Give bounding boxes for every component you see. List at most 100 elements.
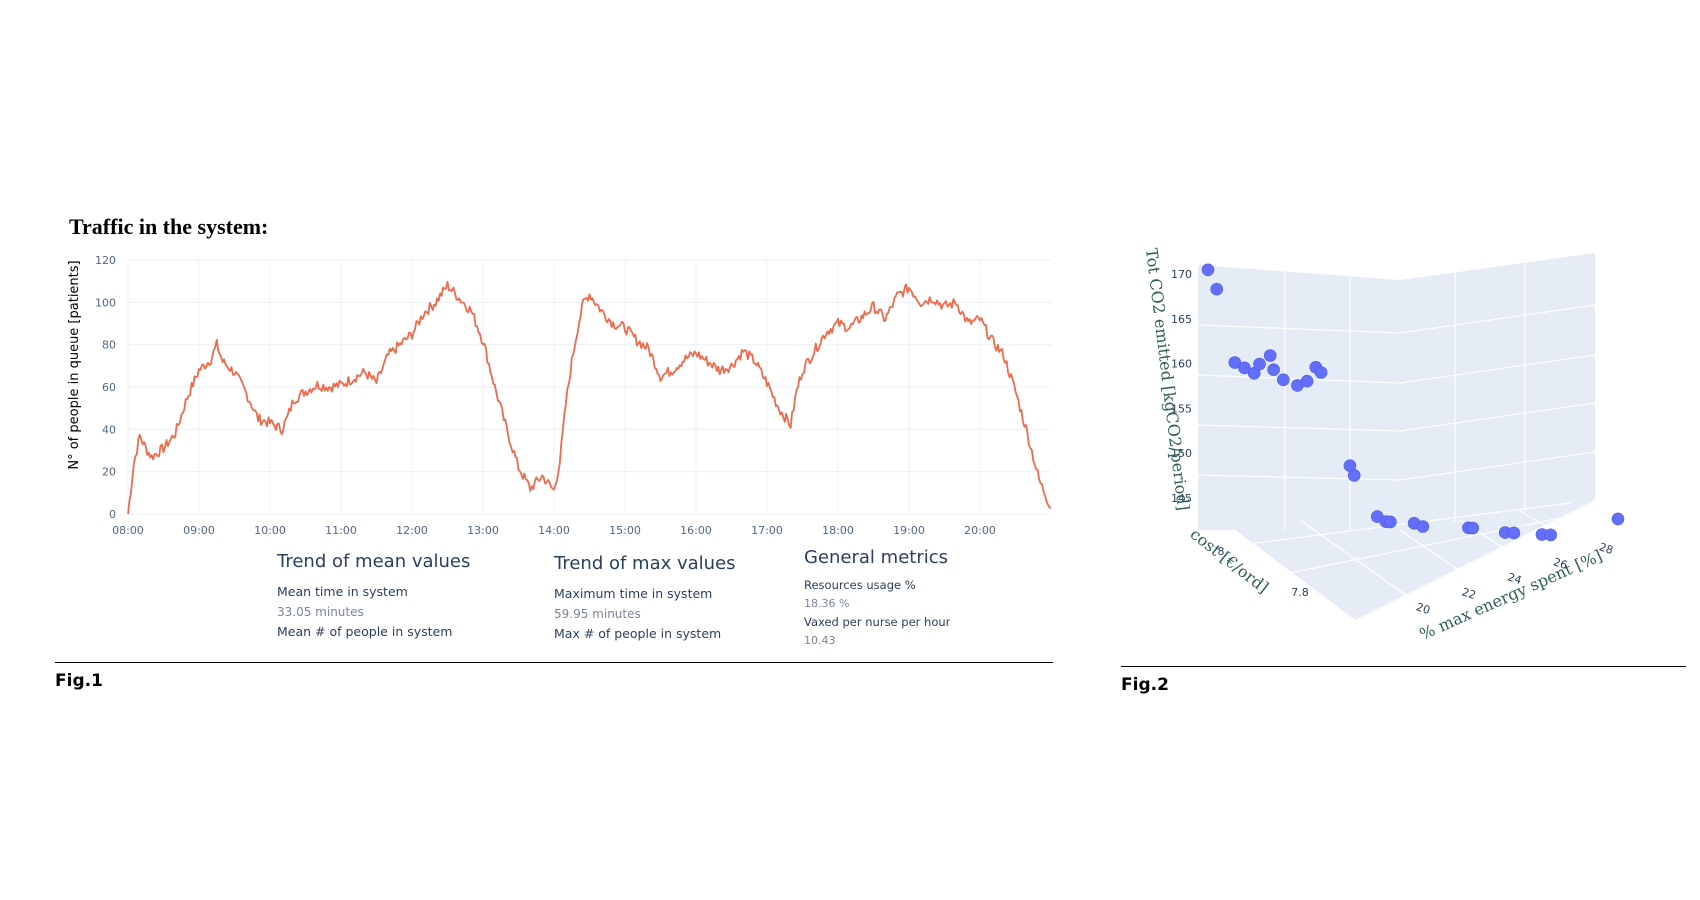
y-tick-label: 28 xyxy=(1597,540,1614,557)
metric-value: 10.43 xyxy=(804,634,836,647)
x-tick-label: 12:00 xyxy=(396,524,428,537)
scatter-point xyxy=(1238,361,1251,375)
x-tick-label: 7.8 xyxy=(1291,586,1309,599)
figure-caption: Fig.2 xyxy=(1121,675,1169,695)
z-tick-label: 170 xyxy=(1171,268,1192,281)
scatter-point xyxy=(1253,357,1266,371)
scatter-point xyxy=(1347,469,1361,482)
metric-value: 59.95 minutes xyxy=(554,607,641,621)
grid-line xyxy=(1239,502,1571,546)
z-tick-label: 160 xyxy=(1171,358,1192,371)
scatter-point xyxy=(1384,515,1397,529)
scatter-point xyxy=(1277,373,1290,387)
scatter-point xyxy=(1263,349,1277,362)
scatter-point xyxy=(1300,374,1314,388)
grid-line xyxy=(1197,324,1401,334)
divider xyxy=(55,662,1053,663)
scatter-point xyxy=(1544,528,1558,542)
y-tick-label: 22 xyxy=(1460,585,1477,602)
x-tick-label: 08:00 xyxy=(112,524,144,537)
back-wall-left xyxy=(1198,265,1400,530)
grid-line xyxy=(1299,519,1421,606)
x-tick-label: 17:00 xyxy=(751,524,783,537)
z-axis-label: Tot CO2 emitted [kgCO2/period] xyxy=(1142,247,1193,512)
metric-label: Vaxed per nurse per hour xyxy=(804,615,951,629)
grid-line xyxy=(1399,402,1596,432)
metric-label: Mean time in system xyxy=(277,584,408,599)
metric-label: Maximum time in system xyxy=(554,586,713,601)
chart-grid xyxy=(127,259,1051,515)
y-tick-label: 26 xyxy=(1552,555,1569,572)
metric-block-general: General metrics Resources usage % 18.36 … xyxy=(804,547,950,648)
x-tick-label: 13:00 xyxy=(467,524,499,537)
grid-line xyxy=(1197,374,1401,384)
scatter-point xyxy=(1416,520,1430,533)
x-tick-label: 8 xyxy=(1218,545,1225,558)
series-line xyxy=(127,281,1051,515)
y-tick-label: 20 xyxy=(102,466,116,479)
y-tick-label: 0 xyxy=(109,508,116,521)
back-wall-right xyxy=(1400,253,1595,530)
metric-block-mean: Trend of mean values Mean time in system… xyxy=(277,551,470,639)
figure-caption: Fig.1 xyxy=(55,671,103,691)
z-tick-label: 155 xyxy=(1171,402,1192,415)
metric-heading: Trend of mean values xyxy=(277,551,471,572)
z-tick-label: 150 xyxy=(1171,447,1192,460)
metric-label: Resources usage % xyxy=(804,578,916,592)
y-tick-label: 80 xyxy=(102,339,116,352)
scene-planes xyxy=(1198,253,1595,620)
divider xyxy=(1121,666,1686,667)
y-tick-label: 24 xyxy=(1506,570,1523,587)
series-traffic xyxy=(127,281,1051,515)
metric-label: Mean # of people in system xyxy=(277,624,453,639)
grid-line xyxy=(1399,304,1596,334)
scatter-points xyxy=(1201,263,1625,542)
z-tick-label: 145 xyxy=(1171,492,1192,505)
y-tick-label: 100 xyxy=(95,296,116,309)
grid-line xyxy=(1399,451,1596,481)
x-axis-ticks: 08:00 09:00 10:00 11:00 12:00 13:00 14:00 15:00… xyxy=(112,524,996,537)
grid-line xyxy=(1279,512,1586,576)
grid-line xyxy=(1197,474,1401,481)
scatter-point xyxy=(1314,366,1328,379)
grid-line xyxy=(1519,510,1571,541)
scatter-point xyxy=(1228,356,1242,369)
scatter-point xyxy=(1267,363,1280,376)
scatter-point xyxy=(1611,512,1625,526)
x-tick-label: 09:00 xyxy=(183,524,215,537)
metric-label: Max # of people in system xyxy=(554,626,722,641)
scatter-point xyxy=(1507,526,1521,540)
co2-3d-scatter-chart: 145 150 155 160 165 170 7.8 8 20 22 24 26 28 Tot CO2… xyxy=(1142,247,1625,644)
axis-ticks: 145 150 155 160 165 170 7.8 8 20 22 24 26 28 xyxy=(1171,268,1615,617)
x-tick-label: 10:00 xyxy=(254,524,286,537)
metric-list: Resources usage % 18.36 % Vaxed per nurs… xyxy=(804,578,950,648)
traffic-line-chart: 0 20 40 60 80 100 120 08:00 09:00 10:00 11:00 12:0… xyxy=(67,254,1051,537)
y-axis-ticks: 0 20 40 60 80 100 120 xyxy=(95,254,116,521)
grid-line xyxy=(1197,424,1401,432)
scatter-point xyxy=(1201,263,1215,277)
metric-value: 33.05 minutes xyxy=(277,605,364,619)
scatter-point xyxy=(1210,282,1223,296)
grid-line xyxy=(1399,354,1596,384)
x-tick-label: 20:00 xyxy=(964,524,996,537)
metric-heading: Trend of max values xyxy=(554,553,736,574)
chart-title: Traffic in the system: xyxy=(69,214,269,239)
x-tick-label: 15:00 xyxy=(609,524,641,537)
y-tick-label: 120 xyxy=(95,254,116,267)
y-tick-label: 40 xyxy=(102,423,116,436)
grid-line xyxy=(1399,529,1481,586)
x-tick-label: 11:00 xyxy=(325,524,357,537)
x-tick-label: 18:00 xyxy=(822,524,854,537)
y-axis-label: N° of people in queue [patients] xyxy=(67,260,82,469)
scatter-point xyxy=(1466,521,1480,535)
scene-grid xyxy=(1197,263,1596,606)
x-tick-label: 19:00 xyxy=(893,524,925,537)
y-tick-label: 60 xyxy=(102,381,116,394)
metric-block-max: Trend of max values Maximum time in syst… xyxy=(554,553,736,641)
y-tick-label: 20 xyxy=(1414,600,1431,617)
metric-heading: General metrics xyxy=(804,547,948,568)
z-tick-label: 165 xyxy=(1171,313,1192,326)
x-tick-label: 14:00 xyxy=(538,524,570,537)
x-tick-label: 16:00 xyxy=(680,524,712,537)
metric-value: 18.36 % xyxy=(804,597,850,610)
